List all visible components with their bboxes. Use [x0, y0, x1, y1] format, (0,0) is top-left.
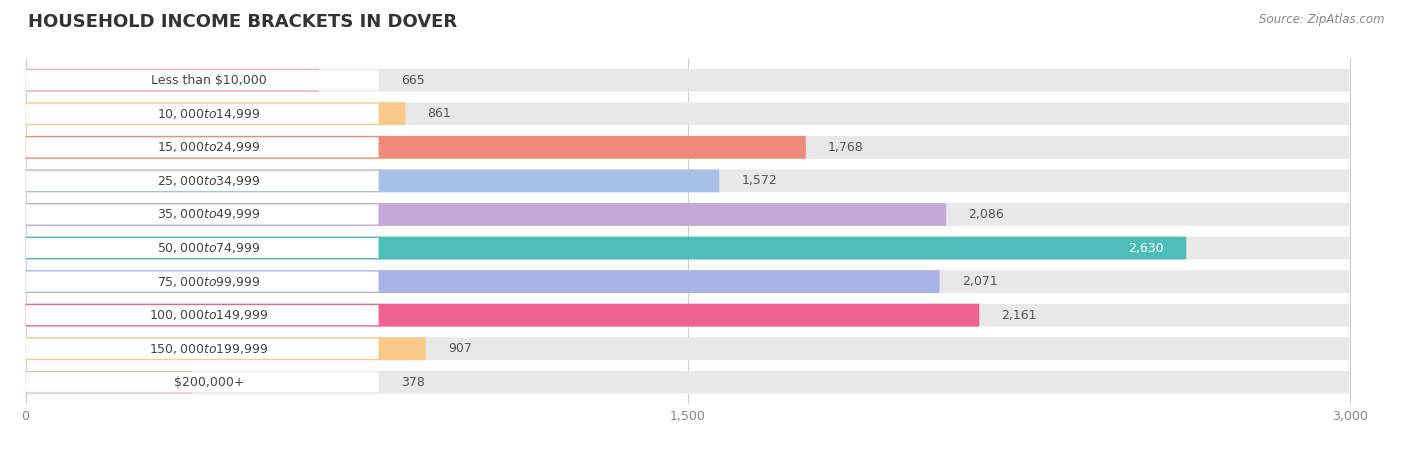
FancyBboxPatch shape — [25, 304, 1350, 326]
FancyBboxPatch shape — [25, 204, 378, 224]
FancyBboxPatch shape — [25, 272, 378, 292]
FancyBboxPatch shape — [25, 203, 1350, 226]
FancyBboxPatch shape — [25, 70, 378, 90]
FancyBboxPatch shape — [25, 136, 1350, 159]
FancyBboxPatch shape — [25, 237, 1187, 260]
FancyBboxPatch shape — [25, 270, 939, 293]
FancyBboxPatch shape — [25, 371, 193, 394]
Text: $100,000 to $149,999: $100,000 to $149,999 — [149, 308, 269, 322]
Text: $25,000 to $34,999: $25,000 to $34,999 — [157, 174, 262, 188]
FancyBboxPatch shape — [25, 171, 378, 191]
FancyBboxPatch shape — [25, 69, 1350, 92]
Text: $35,000 to $49,999: $35,000 to $49,999 — [157, 207, 262, 221]
FancyBboxPatch shape — [25, 371, 1350, 394]
Text: HOUSEHOLD INCOME BRACKETS IN DOVER: HOUSEHOLD INCOME BRACKETS IN DOVER — [28, 13, 457, 31]
Text: $50,000 to $74,999: $50,000 to $74,999 — [157, 241, 262, 255]
Text: $150,000 to $199,999: $150,000 to $199,999 — [149, 342, 269, 356]
Text: 907: 907 — [449, 342, 472, 355]
FancyBboxPatch shape — [25, 238, 378, 258]
Text: $200,000+: $200,000+ — [174, 376, 245, 389]
FancyBboxPatch shape — [25, 372, 378, 392]
Text: 2,161: 2,161 — [1001, 308, 1036, 321]
Text: 2,086: 2,086 — [969, 208, 1004, 221]
FancyBboxPatch shape — [25, 203, 946, 226]
Text: 1,768: 1,768 — [828, 141, 863, 154]
Text: Source: ZipAtlas.com: Source: ZipAtlas.com — [1260, 13, 1385, 26]
FancyBboxPatch shape — [25, 137, 378, 158]
FancyBboxPatch shape — [25, 102, 405, 125]
FancyBboxPatch shape — [25, 337, 1350, 360]
Text: $15,000 to $24,999: $15,000 to $24,999 — [157, 141, 262, 154]
FancyBboxPatch shape — [25, 136, 806, 159]
Text: 861: 861 — [427, 107, 451, 120]
FancyBboxPatch shape — [25, 169, 1350, 192]
FancyBboxPatch shape — [25, 237, 1350, 260]
FancyBboxPatch shape — [25, 169, 720, 192]
Text: $10,000 to $14,999: $10,000 to $14,999 — [157, 107, 262, 121]
FancyBboxPatch shape — [25, 104, 378, 124]
Text: 378: 378 — [401, 376, 425, 389]
FancyBboxPatch shape — [25, 102, 1350, 125]
FancyBboxPatch shape — [25, 304, 980, 326]
Text: 2,071: 2,071 — [962, 275, 997, 288]
FancyBboxPatch shape — [25, 305, 378, 325]
FancyBboxPatch shape — [25, 339, 378, 359]
FancyBboxPatch shape — [25, 337, 426, 360]
Text: $75,000 to $99,999: $75,000 to $99,999 — [157, 275, 262, 289]
FancyBboxPatch shape — [25, 69, 319, 92]
Text: Less than $10,000: Less than $10,000 — [152, 74, 267, 87]
Text: 1,572: 1,572 — [741, 174, 778, 187]
Text: 2,630: 2,630 — [1129, 242, 1164, 255]
Text: 665: 665 — [401, 74, 425, 87]
FancyBboxPatch shape — [25, 270, 1350, 293]
